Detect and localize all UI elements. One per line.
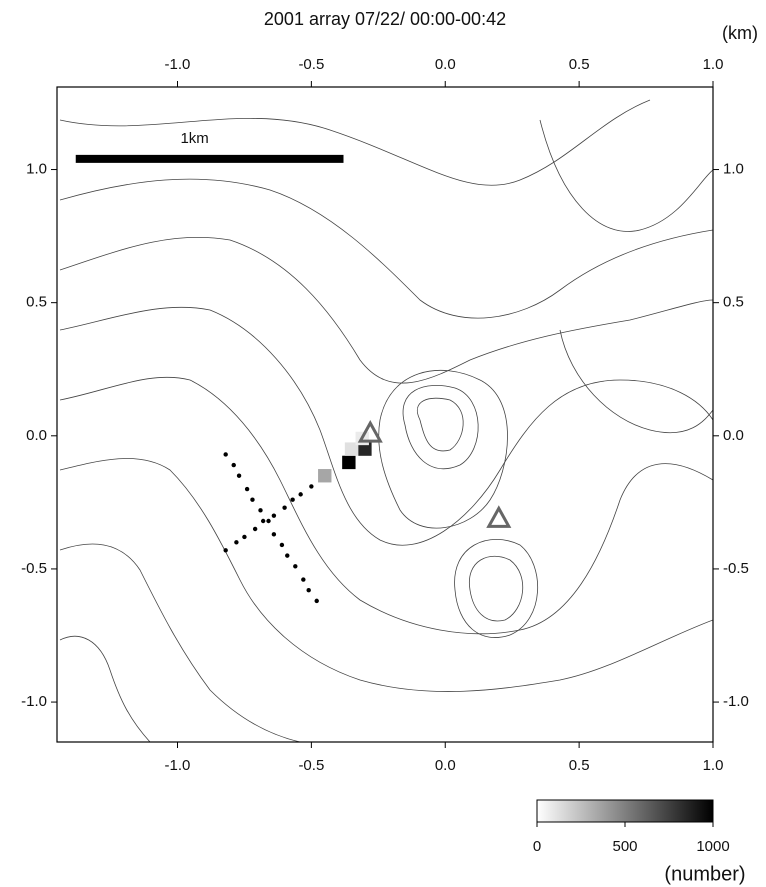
title: 2001 array 07/22/ 00:00-00:42 [264, 9, 506, 29]
y-tick-label-right: -1.0 [723, 693, 749, 710]
colorbar-tick-label: 1000 [696, 838, 729, 855]
station [223, 548, 228, 553]
x-tick-label: 0.0 [435, 757, 456, 774]
vent [486, 505, 512, 528]
colorbar-tick-label: 0 [533, 838, 541, 855]
station [279, 542, 285, 548]
station [285, 553, 290, 558]
colorbar-label: (number) [664, 863, 745, 885]
y-tick-label: 0.0 [26, 427, 47, 444]
station [234, 540, 239, 545]
unit-label: (km) [722, 23, 758, 43]
station [242, 534, 247, 540]
station [252, 526, 258, 532]
station [231, 462, 236, 468]
colorbar-tick-label: 500 [612, 838, 637, 855]
station [236, 473, 242, 478]
event-cell [342, 455, 356, 470]
station [244, 486, 250, 492]
x-tick-label: -1.0 [165, 757, 191, 774]
y-tick-label: 0.5 [26, 294, 47, 311]
station [306, 588, 311, 593]
station [250, 497, 255, 502]
station [271, 513, 277, 518]
colorbar [536, 799, 714, 823]
event-cell [358, 442, 372, 456]
station [260, 518, 266, 524]
station [282, 505, 287, 510]
x-tick-label: -0.5 [298, 757, 324, 774]
y-tick-label-right: -0.5 [723, 560, 749, 577]
station [314, 598, 319, 604]
x-tick-label: 1.0 [703, 757, 724, 774]
map-frame [56, 86, 714, 743]
station [298, 492, 303, 497]
station [290, 497, 295, 502]
y-tick-label: -1.0 [21, 693, 47, 710]
station [301, 577, 306, 582]
station [223, 452, 228, 457]
station [293, 564, 298, 569]
vent [357, 420, 383, 443]
y-tick-label: -0.5 [21, 560, 47, 577]
y-tick-label-right: 1.0 [723, 161, 744, 178]
x-tick-label-top: 1.0 [703, 56, 724, 73]
contours [59, 99, 713, 742]
y-tick-label-right: 0.5 [723, 294, 744, 311]
station [309, 484, 314, 489]
x-tick-label-top: 0.0 [435, 56, 456, 73]
event-cell [318, 469, 332, 483]
station [271, 532, 277, 537]
y-tick-label-right: 0.0 [723, 427, 744, 444]
station [266, 518, 271, 524]
x-tick-label-top: -1.0 [165, 56, 191, 73]
station [258, 508, 263, 513]
y-tick-label: 1.0 [26, 161, 47, 178]
x-tick-label-top: -0.5 [298, 56, 324, 73]
x-tick-label: 0.5 [569, 757, 590, 774]
event-cell [344, 442, 359, 456]
scale-bar-label: 1km [180, 130, 208, 147]
x-tick-label-top: 0.5 [569, 56, 590, 73]
